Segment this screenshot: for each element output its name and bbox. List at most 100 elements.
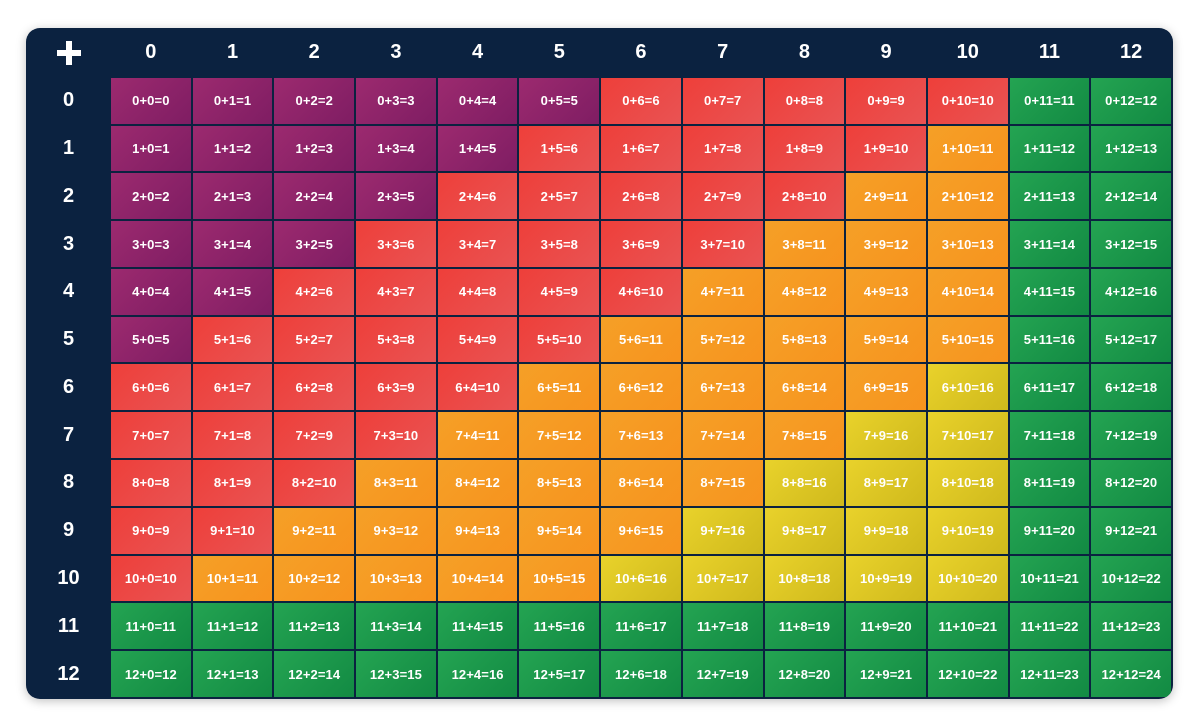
sum-cell: 7+7=14: [682, 412, 763, 459]
sum-cell: 11+3=14: [356, 603, 436, 650]
sum-cell: 5+1=6: [192, 316, 273, 363]
sum-cell: 10+10=20: [927, 555, 1008, 602]
sum-cell: 11+7=18: [682, 603, 763, 650]
column-header-5: 5: [519, 30, 600, 76]
sum-cell: 6+1=7: [192, 364, 273, 411]
sum-cell: 2+9=11: [846, 173, 926, 220]
column-header-3: 3: [356, 30, 436, 76]
sum-cell: 8+1=9: [192, 460, 273, 506]
sum-cell: 6+2=8: [274, 364, 355, 411]
sum-cell: 7+0=7: [111, 412, 191, 459]
sum-cell: 3+3=6: [356, 221, 436, 267]
sum-cell: 1+4=5: [437, 125, 518, 172]
sum-cell: 12+9=21: [846, 651, 926, 697]
sum-cell: 6+11=17: [1009, 364, 1090, 411]
sum-cell: 8+9=17: [846, 460, 926, 506]
sum-cell: 6+7=13: [682, 364, 763, 411]
sum-cell: 11+10=21: [927, 603, 1008, 650]
sum-cell: 5+10=15: [927, 316, 1008, 363]
sum-cell: 12+6=18: [601, 651, 681, 697]
sum-cell: 6+4=10: [437, 364, 518, 411]
column-header-9: 9: [846, 30, 926, 76]
row-header-4: 4: [28, 268, 109, 315]
sum-cell: 9+10=19: [927, 507, 1008, 554]
sum-cell: 3+7=10: [682, 221, 763, 267]
sum-cell: 10+12=22: [1091, 555, 1171, 602]
sum-cell: 7+6=13: [601, 412, 681, 459]
column-header-7: 7: [682, 30, 763, 76]
sum-cell: 6+0=6: [111, 364, 191, 411]
sum-cell: 1+11=12: [1009, 125, 1090, 172]
sum-cell: 9+7=16: [682, 507, 763, 554]
sum-cell: 0+5=5: [519, 77, 600, 124]
sum-cell: 7+1=8: [192, 412, 273, 459]
sum-cell: 9+9=18: [846, 507, 926, 554]
sum-cell: 2+2=4: [274, 173, 355, 220]
sum-cell: 7+9=16: [846, 412, 926, 459]
sum-cell: 0+7=7: [682, 77, 763, 124]
sum-cell: 11+9=20: [846, 603, 926, 650]
sum-cell: 3+11=14: [1009, 221, 1090, 267]
sum-cell: 0+9=9: [846, 77, 926, 124]
sum-cell: 12+0=12: [111, 651, 191, 697]
row-header-7: 7: [28, 412, 109, 459]
sum-cell: 3+10=13: [927, 221, 1008, 267]
sum-cell: 1+5=6: [519, 125, 600, 172]
sum-cell: 10+0=10: [111, 555, 191, 602]
sum-cell: 9+8=17: [764, 507, 845, 554]
sum-cell: 4+3=7: [356, 268, 436, 315]
sum-cell: 5+9=14: [846, 316, 926, 363]
sum-cell: 8+2=10: [274, 460, 355, 506]
sum-cell: 8+7=15: [682, 460, 763, 506]
sum-cell: 3+9=12: [846, 221, 926, 267]
column-header-11: 11: [1009, 30, 1090, 76]
sum-cell: 9+5=14: [519, 507, 600, 554]
sum-cell: 4+7=11: [682, 268, 763, 315]
column-header-12: 12: [1091, 30, 1171, 76]
row-header-12: 12: [28, 651, 109, 697]
sum-cell: 9+4=13: [437, 507, 518, 554]
sum-cell: 1+3=4: [356, 125, 436, 172]
sum-cell: 7+3=10: [356, 412, 436, 459]
sum-cell: 4+9=13: [846, 268, 926, 315]
sum-cell: 10+11=21: [1009, 555, 1090, 602]
sum-cell: 6+12=18: [1091, 364, 1171, 411]
column-header-8: 8: [764, 30, 845, 76]
row-header-2: 2: [28, 173, 109, 220]
sum-cell: 12+4=16: [437, 651, 518, 697]
sum-cell: 12+1=13: [192, 651, 273, 697]
sum-cell: 3+5=8: [519, 221, 600, 267]
sum-cell: 2+11=13: [1009, 173, 1090, 220]
sum-cell: 5+11=16: [1009, 316, 1090, 363]
sum-cell: 0+12=12: [1091, 77, 1171, 124]
sum-cell: 6+6=12: [601, 364, 681, 411]
sum-cell: 2+4=6: [437, 173, 518, 220]
sum-cell: 8+8=16: [764, 460, 845, 506]
sum-cell: 5+2=7: [274, 316, 355, 363]
sum-cell: 3+6=9: [601, 221, 681, 267]
sum-cell: 2+6=8: [601, 173, 681, 220]
sum-cell: 4+6=10: [601, 268, 681, 315]
sum-cell: 0+1=1: [192, 77, 273, 124]
sum-cell: 1+2=3: [274, 125, 355, 172]
sum-cell: 11+8=19: [764, 603, 845, 650]
column-header-1: 1: [192, 30, 273, 76]
sum-cell: 11+2=13: [274, 603, 355, 650]
sum-cell: 10+2=12: [274, 555, 355, 602]
sum-cell: 7+4=11: [437, 412, 518, 459]
sum-cell: 1+8=9: [764, 125, 845, 172]
sum-cell: 8+3=11: [356, 460, 436, 506]
sum-cell: 4+8=12: [764, 268, 845, 315]
sum-cell: 4+4=8: [437, 268, 518, 315]
column-header-4: 4: [437, 30, 518, 76]
sum-cell: 2+8=10: [764, 173, 845, 220]
sum-cell: 0+8=8: [764, 77, 845, 124]
sum-cell: 9+11=20: [1009, 507, 1090, 554]
sum-cell: 0+3=3: [356, 77, 436, 124]
sum-cell: 1+1=2: [192, 125, 273, 172]
sum-cell: 12+12=24: [1091, 651, 1171, 697]
row-header-0: 0: [28, 77, 109, 124]
sum-cell: 12+11=23: [1009, 651, 1090, 697]
sum-cell: 12+8=20: [764, 651, 845, 697]
sum-cell: 4+11=15: [1009, 268, 1090, 315]
